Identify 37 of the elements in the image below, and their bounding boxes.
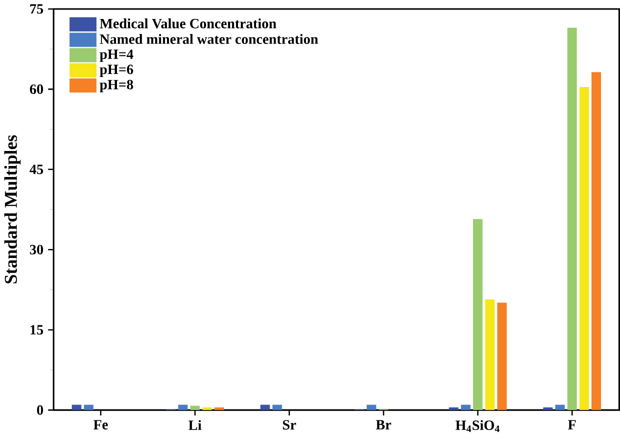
bar	[178, 404, 188, 410]
bar	[214, 407, 224, 410]
bar	[448, 407, 458, 410]
bar	[84, 404, 94, 410]
x-tick-label: H$_{4}$SiO$_{4}$	[456, 420, 500, 432]
bar	[190, 406, 200, 410]
y-tick-label: 60	[30, 84, 44, 94]
y-tick-label: 15	[30, 324, 44, 334]
x-tick-label: F	[568, 420, 576, 430]
bar	[72, 404, 82, 410]
x-tick-label: Br	[376, 420, 392, 430]
bar	[497, 302, 507, 410]
bar	[202, 407, 212, 410]
x-tick-label: Li	[188, 420, 202, 430]
bar	[543, 407, 553, 410]
legend-label: pH=6	[100, 64, 134, 77]
bar	[579, 86, 589, 410]
y-tick-label: 0	[37, 405, 44, 415]
legend-label: pH=8	[100, 80, 134, 92]
legend-label: pH=4	[100, 49, 134, 62]
legend-label: Named mineral water concentration	[100, 34, 318, 44]
bar	[485, 299, 495, 410]
bar	[460, 404, 470, 410]
bar	[473, 219, 483, 410]
legend-label: Medical Value Concentration	[100, 18, 276, 28]
y-tick-label: 75	[30, 4, 44, 14]
y-tick-label: 45	[30, 164, 44, 174]
x-tick-label: Fe	[94, 420, 108, 430]
bar	[366, 404, 376, 410]
y-tick-label: 30	[30, 244, 44, 254]
bar	[260, 404, 270, 410]
bar	[591, 72, 602, 410]
bar	[272, 404, 282, 410]
y-axis-title: Standard Multiples	[4, 135, 21, 284]
bar	[567, 28, 577, 410]
bar	[555, 404, 565, 410]
x-tick-label: Sr	[282, 420, 296, 430]
